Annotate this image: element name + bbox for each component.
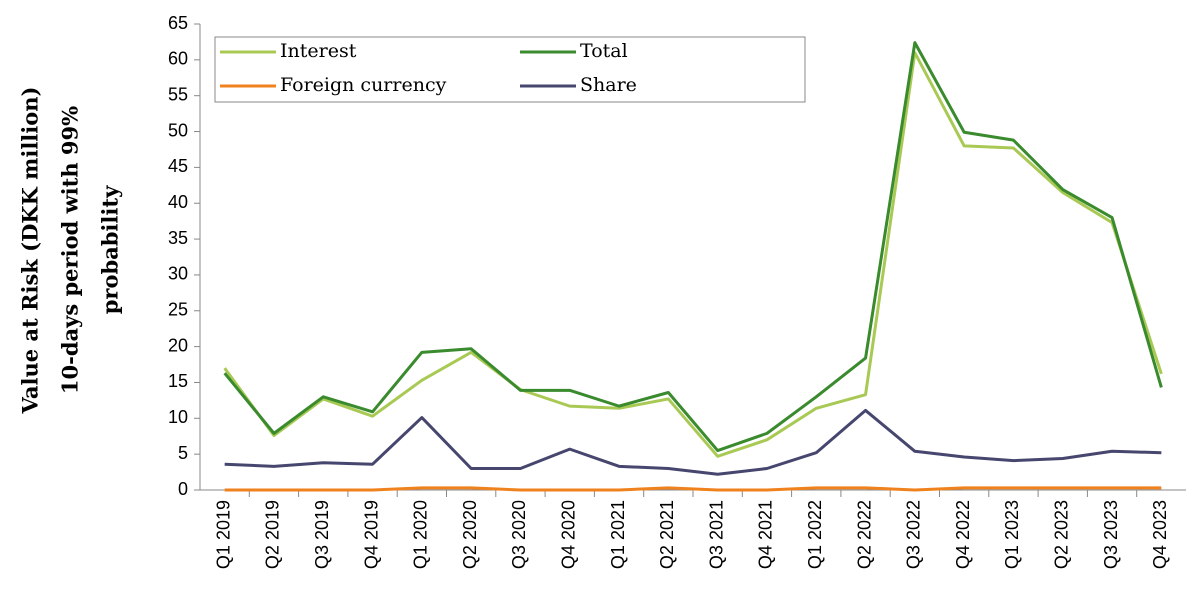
y-tick-label: 0	[178, 479, 188, 499]
y-tick-label: 60	[168, 49, 188, 69]
y-tick-label: 10	[168, 407, 188, 427]
y-axis-label-line: Value at Risk (DKK million)	[18, 87, 43, 415]
x-tick-label: Q2 2021	[657, 500, 677, 569]
x-tick-label: Q3 2023	[1101, 500, 1121, 569]
series-line	[223, 51, 1163, 458]
x-tick-label: Q2 2023	[1052, 500, 1072, 569]
x-tick-label: Q4 2022	[953, 500, 973, 569]
x-tick-label: Q4 2020	[559, 500, 579, 569]
x-tick-label: Q1 2019	[213, 500, 233, 569]
y-tick-label: 15	[168, 371, 188, 391]
x-tick-label: Q1 2020	[411, 500, 431, 569]
x-tick-label: Q3 2020	[509, 500, 529, 569]
y-tick-label: 30	[168, 264, 188, 284]
y-tick-label: 35	[168, 228, 188, 248]
series-line	[224, 408, 1162, 476]
x-tick-label: Q4 2023	[1150, 500, 1170, 569]
legend-box	[214, 36, 806, 103]
y-tick-label: 45	[168, 156, 188, 176]
x-tick-label: Q4 2021	[756, 500, 776, 569]
y-tick-label: 5	[178, 443, 188, 463]
legend-label: Interest	[280, 40, 357, 62]
y-axis-label-line: 10-days period with 99%	[58, 106, 83, 394]
y-axis-label: Value at Risk (DKK million) 10-days perio…	[18, 87, 123, 415]
x-tick-label: Q3 2022	[904, 500, 924, 569]
y-axis-label-line: probability	[98, 185, 123, 314]
x-tick-label: Q1 2022	[805, 500, 825, 569]
x-tick-label: Q2 2022	[854, 500, 874, 569]
x-tick-label: Q2 2020	[460, 500, 480, 569]
legend-label: Total	[580, 40, 628, 62]
x-tick-label: Q1 2021	[608, 500, 628, 569]
series-line	[223, 41, 1163, 453]
x-tick-label: Q1 2023	[1002, 500, 1022, 569]
x-tick-label: Q4 2019	[361, 500, 381, 569]
x-tick-label: Q3 2019	[312, 500, 332, 569]
y-tick-label: 65	[168, 13, 188, 33]
x-tick-label: Q2 2019	[263, 500, 283, 569]
legend-label: Foreign currency	[280, 74, 447, 96]
y-tick-label: 55	[168, 84, 188, 104]
x-tick-label: Q3 2021	[706, 500, 726, 569]
legend-label: Share	[580, 74, 637, 96]
y-tick-label: 20	[168, 335, 188, 355]
y-tick-label: 40	[168, 192, 188, 212]
series-line	[224, 486, 1162, 492]
y-tick-label: 25	[168, 300, 188, 320]
y-tick-label: 50	[168, 120, 188, 140]
